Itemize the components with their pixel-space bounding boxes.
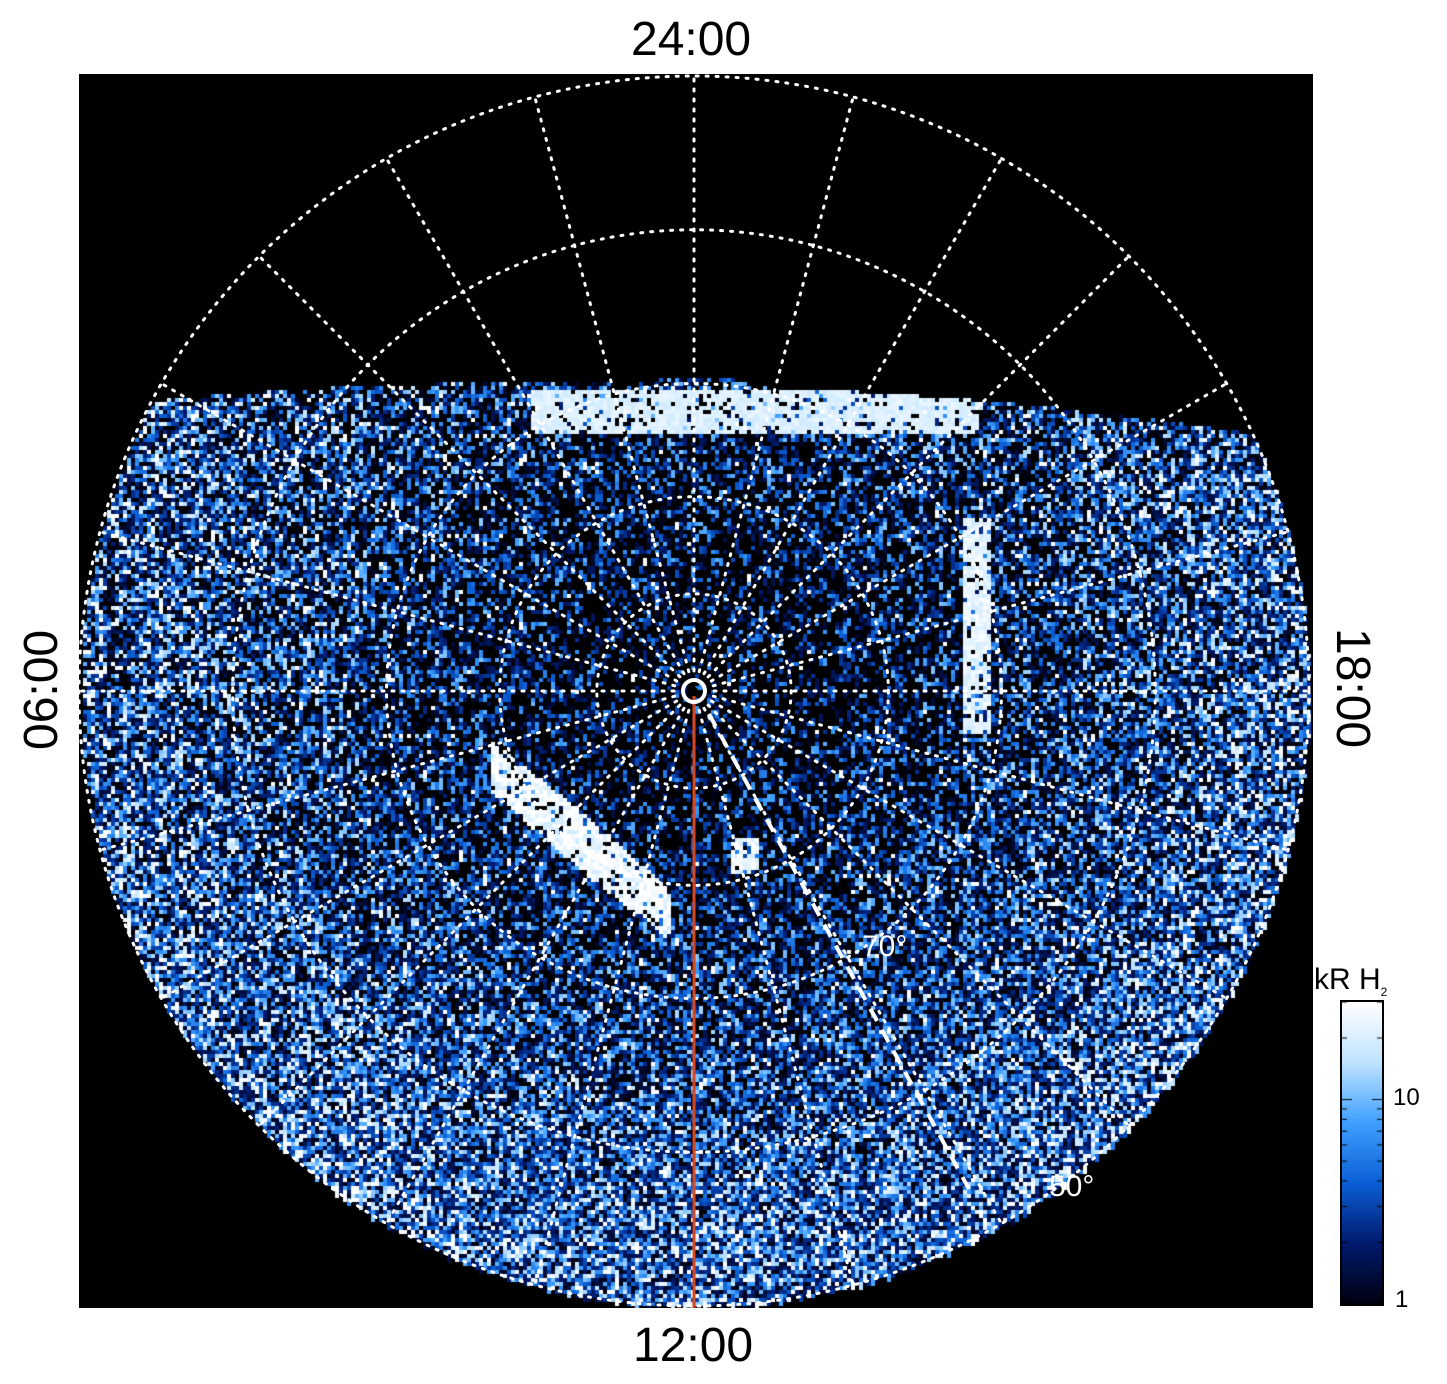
colorbar-tick-label: 1	[1395, 1286, 1409, 1313]
meridian-line	[709, 382, 1229, 683]
pole-marker-icon	[681, 678, 707, 704]
colorbar-title-text: kR H	[1314, 963, 1381, 996]
meridian-line	[702, 156, 1003, 676]
meridian-line	[706, 703, 1131, 1128]
local-time-label-dawn: 06:00	[15, 629, 68, 750]
meridian-line	[257, 254, 682, 679]
latitude-label-70: 70°	[862, 930, 907, 963]
dashed-track-line	[707, 713, 971, 1190]
meridian-line	[711, 530, 1290, 688]
meridian-line	[257, 703, 682, 1128]
meridian-line	[159, 382, 679, 683]
latitude-label-50: 50°	[1049, 1170, 1094, 1203]
local-time-label-noon: 12:00	[633, 1319, 754, 1372]
latitude-circle	[498, 495, 890, 887]
meridian-line	[702, 706, 1003, 1226]
local-time-label-dusk: 18:00	[1326, 628, 1379, 749]
meridian-line	[706, 254, 1131, 679]
meridian-line	[159, 699, 679, 1000]
meridian-line	[98, 530, 677, 688]
latitude-circle	[79, 74, 1311, 1308]
meridian-line	[533, 708, 691, 1287]
colorbar-title-subscript: 2	[1380, 985, 1388, 999]
meridian-line	[533, 95, 691, 674]
meridian-line	[98, 694, 677, 852]
meridian-line	[711, 694, 1290, 852]
latitude-longitude-grid	[79, 74, 1311, 1308]
meridian-line	[385, 156, 686, 676]
polar-grid-overlay: 70° 50°	[79, 74, 1311, 1308]
local-time-label-midnight: 24:00	[631, 13, 752, 66]
colorbar-gradient	[1340, 1000, 1384, 1306]
meridian-line	[709, 699, 1229, 1000]
meridian-line	[385, 706, 686, 1226]
meridian-line	[697, 708, 855, 1287]
colorbar-title: kR H2	[1314, 963, 1387, 999]
pole-marker-center	[690, 687, 698, 695]
colorbar-tick-label: 10	[1393, 1084, 1420, 1111]
meridian-line	[697, 95, 855, 674]
